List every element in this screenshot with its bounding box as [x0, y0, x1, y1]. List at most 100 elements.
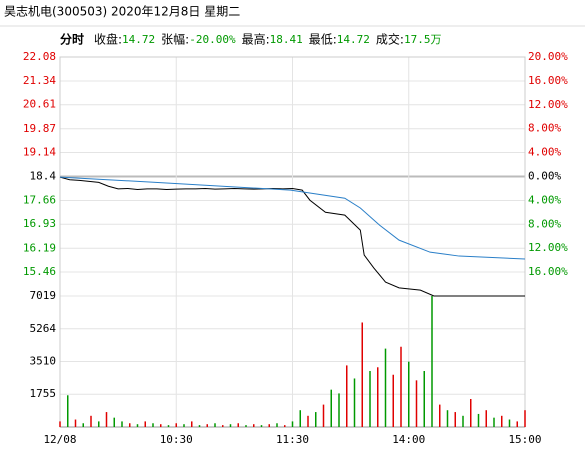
volume-bar — [268, 424, 270, 427]
volume-bar — [322, 404, 325, 427]
volume-bar — [408, 361, 410, 427]
volume-bar — [121, 421, 123, 427]
y-tick-label: 16.93 — [23, 217, 56, 230]
volume-bar — [338, 393, 340, 427]
y2-tick-label: 20.00% — [528, 50, 568, 63]
y-tick-label: 3510 — [30, 354, 57, 367]
volume-bar — [136, 424, 139, 427]
y-tick-label: 19.14 — [23, 145, 56, 158]
volume-bar — [477, 413, 480, 427]
y-tick-label: 19.87 — [23, 122, 56, 135]
volume-bar — [454, 412, 456, 427]
volume-bar — [501, 415, 503, 427]
y2-tick-label: 12.00% — [528, 98, 568, 111]
info-label: 张幅: — [161, 32, 189, 47]
volume-bar — [508, 419, 511, 427]
info-value: 14.72 — [122, 33, 155, 46]
y-tick-label: 17.66 — [23, 194, 56, 207]
y-tick-label: 5264 — [30, 322, 57, 335]
y-tick-label: 1755 — [30, 387, 57, 400]
info-value: 17.5万 — [404, 33, 442, 46]
volume-bar — [462, 415, 464, 427]
volume-bar — [524, 410, 526, 427]
volume-bar — [152, 423, 154, 427]
y2-tick-label: 8.00% — [528, 122, 561, 135]
volume-bar — [299, 410, 301, 427]
volume-bar — [346, 365, 348, 427]
y-tick-label: 18.4 — [30, 170, 57, 183]
series-line — [59, 176, 525, 297]
y2-tick-label: 16.00% — [528, 74, 568, 87]
volume-bar — [74, 419, 77, 427]
y-tick-label: 7019 — [30, 289, 57, 302]
x-tick-label: 12/08 — [43, 433, 76, 446]
volume-bar — [307, 415, 309, 427]
volume-bar — [67, 395, 69, 427]
volume-bar — [516, 421, 518, 427]
volume-bar — [175, 423, 177, 427]
y2-tick-label: 4.00% — [528, 193, 561, 206]
volume-bar — [284, 425, 286, 427]
y2-tick-label: 12.00% — [528, 241, 568, 254]
y-tick-label: 21.34 — [23, 74, 56, 87]
volume-bar — [144, 421, 146, 427]
volume-bar — [245, 425, 247, 427]
volume-bar — [105, 412, 108, 427]
volume-bar — [423, 371, 425, 427]
y-tick-label: 20.61 — [23, 98, 56, 111]
info-value: 14.72 — [337, 33, 370, 46]
volume-bar — [415, 380, 418, 427]
volume-bar — [330, 389, 332, 427]
x-tick-label: 11:30 — [276, 433, 309, 446]
volume-bar — [315, 412, 317, 427]
volume-bar — [439, 404, 441, 427]
info-value: -20.00% — [189, 33, 236, 46]
tab-label: 分时 — [60, 32, 84, 47]
volume-bar — [470, 399, 472, 427]
volume-bar — [214, 423, 216, 427]
x-tick-label: 15:00 — [508, 433, 541, 446]
y2-tick-label: 0.00% — [528, 170, 561, 183]
volume-bar — [400, 346, 402, 427]
volume-bar — [384, 348, 387, 427]
volume-bar — [237, 423, 239, 427]
volume-bar — [353, 378, 356, 427]
volume-bar — [229, 424, 232, 427]
volume-bar — [485, 410, 487, 427]
y2-tick-label: 8.00% — [528, 217, 561, 230]
volume-bar — [191, 421, 193, 427]
series-line — [59, 176, 526, 260]
volume-bar — [183, 424, 185, 427]
info-label: 收盘: — [94, 32, 122, 47]
volume-bar — [276, 423, 278, 427]
volume-bar — [260, 425, 263, 427]
volume-bar — [392, 374, 394, 427]
volume-bar — [82, 423, 84, 427]
info-label: 成交: — [376, 32, 404, 47]
y-tick-label: 15.46 — [23, 265, 56, 278]
volume-bar — [253, 424, 255, 427]
volume-bar — [167, 425, 170, 427]
x-tick-label: 10:30 — [160, 433, 193, 446]
y-tick-label: 16.19 — [23, 241, 56, 254]
y2-tick-label: 16.00% — [528, 265, 568, 278]
volume-bar — [369, 371, 371, 427]
volume-bar — [431, 296, 433, 427]
volume-bar — [222, 425, 224, 427]
chart-title: 昊志机电(300503) 2020年12月8日 星期二 — [4, 5, 240, 19]
info-value: 18.41 — [270, 33, 303, 46]
volume-bar — [59, 421, 61, 427]
volume-bar — [160, 424, 162, 427]
x-tick-label: 14:00 — [392, 433, 425, 446]
y2-tick-label: 4.00% — [528, 146, 561, 159]
volume-bar — [113, 417, 115, 427]
y-tick-label: 22.08 — [23, 50, 56, 63]
volume-bar — [129, 423, 131, 427]
info-label: 最低: — [309, 33, 337, 47]
info-label: 最高: — [242, 32, 270, 47]
volume-bar — [361, 322, 363, 427]
volume-bar — [90, 415, 92, 427]
volume-bar — [493, 417, 495, 427]
